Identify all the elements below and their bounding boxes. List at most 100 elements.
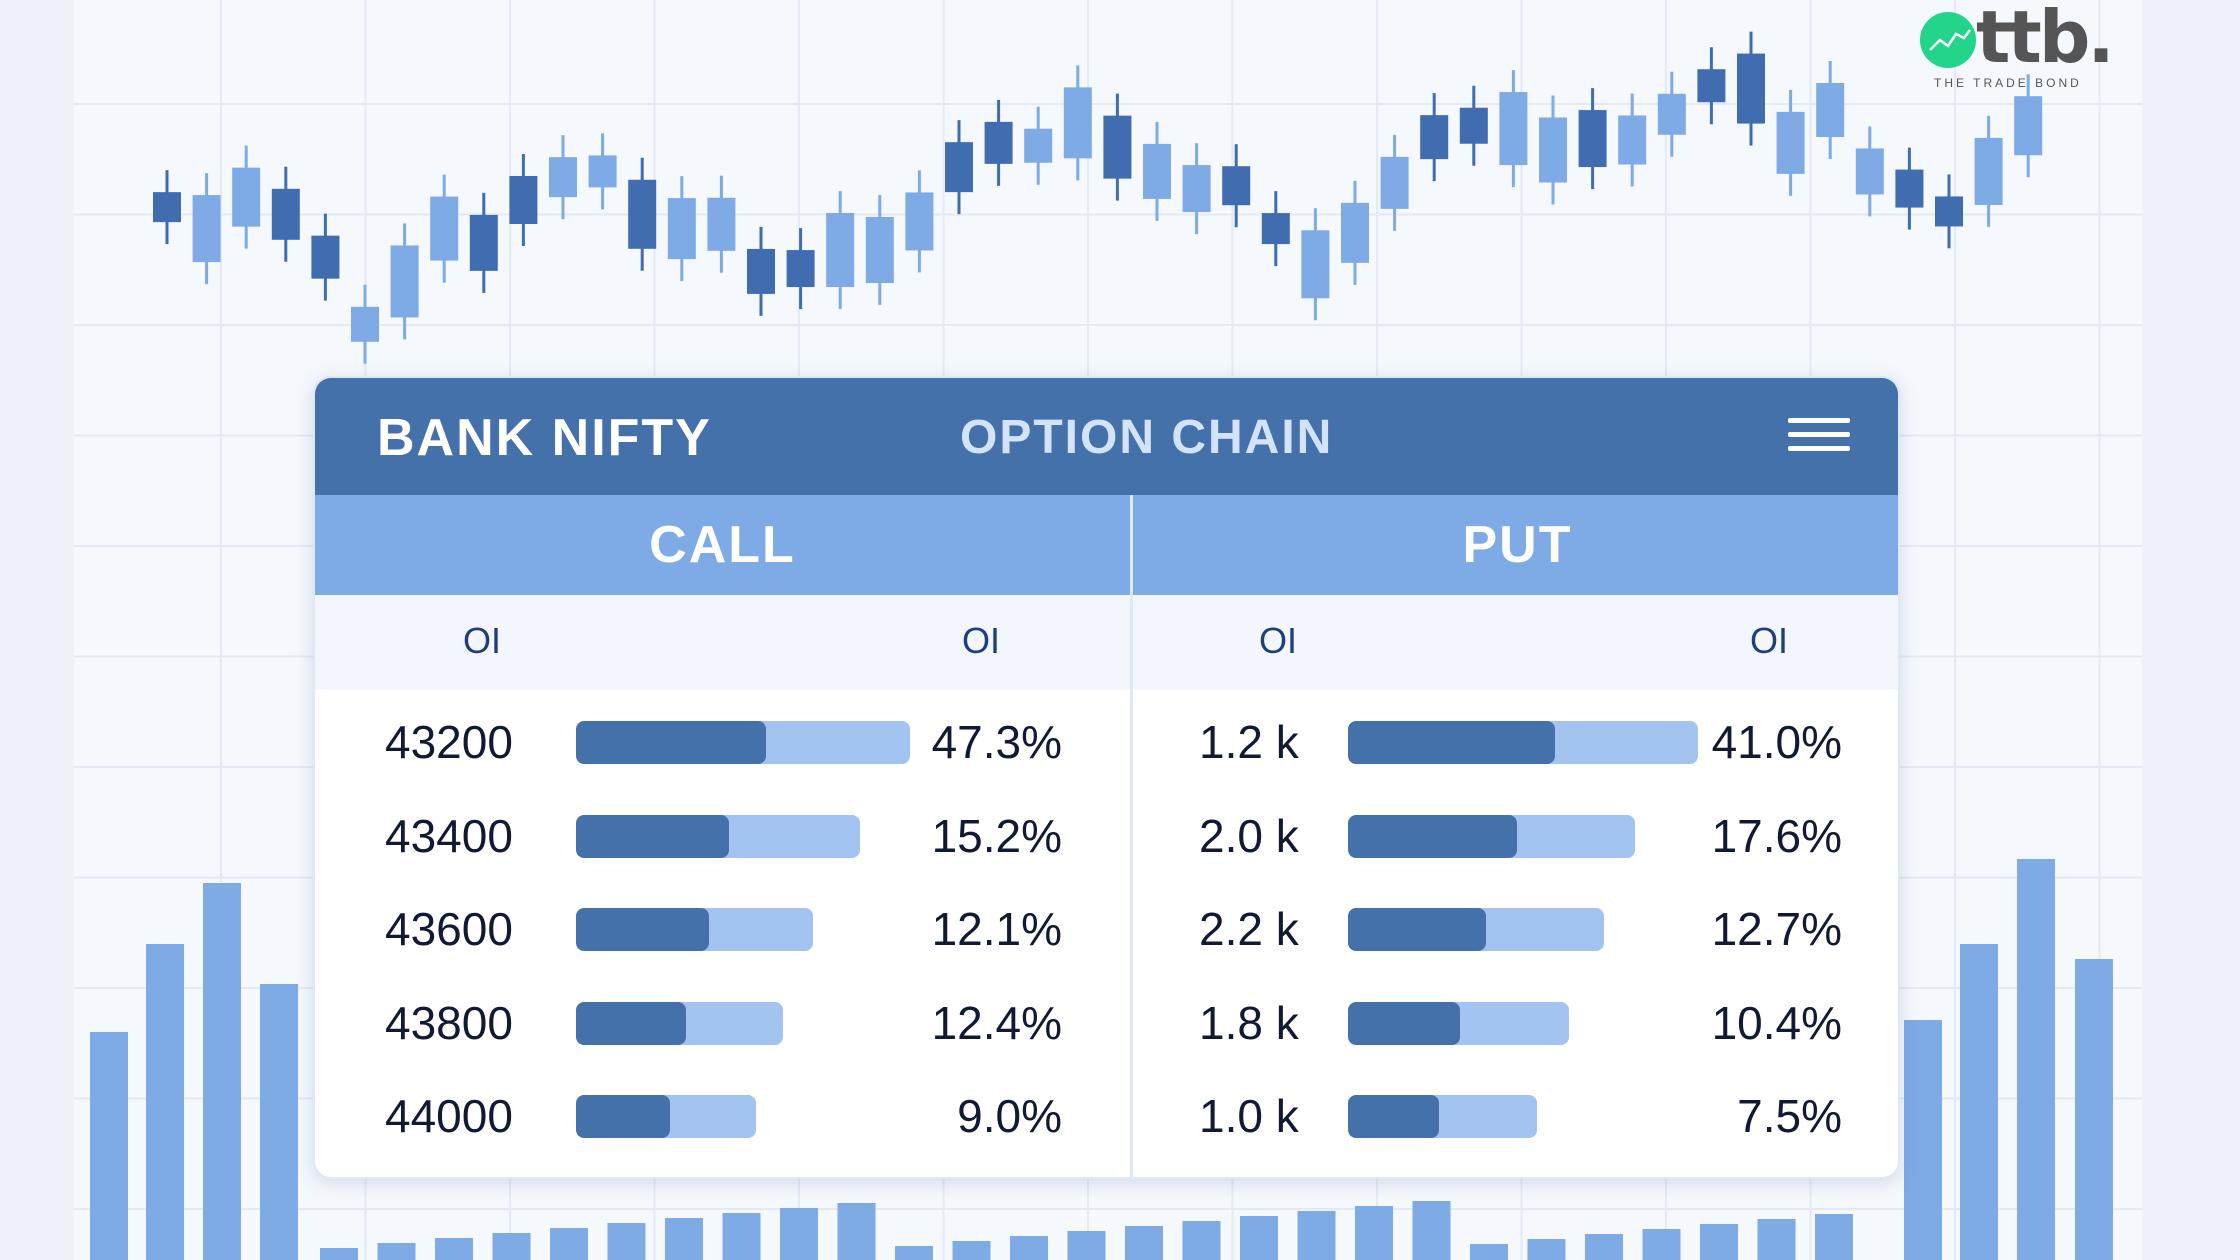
volume-bar: [1527, 1239, 1566, 1260]
put-oi-bar: [1348, 908, 1604, 951]
put-oi-percent: 7.5%: [1737, 1090, 1842, 1142]
call-oi-percent: 12.1%: [931, 903, 1062, 955]
candle-body: [469, 214, 498, 271]
call-oi-bar: [576, 1095, 757, 1138]
call-heading: CALL: [649, 516, 796, 574]
table-row[interactable]: 43600 12.1% 2.2 k 12.7%: [315, 900, 1898, 960]
candle-body: [1539, 117, 1567, 183]
strike-price: 44000: [385, 1090, 513, 1142]
call-oi-bar-fill: [576, 1001, 686, 1045]
volume-bar: [550, 1228, 588, 1260]
put-oi-percent: 10.4%: [1711, 996, 1842, 1049]
strike-price: 43400: [385, 809, 513, 862]
volume-bar: [952, 1241, 991, 1260]
volume-bar: [1412, 1201, 1451, 1260]
call-oi-bar-fill: [576, 908, 709, 951]
call-put-band: CALL PUT: [315, 495, 1898, 595]
hamburger-menu-icon[interactable]: [1788, 418, 1850, 456]
call-oi-bar-fill: [576, 814, 730, 858]
volume-bar: [2075, 959, 2113, 1260]
panel-subtitle: OPTION CHAIN: [960, 411, 1334, 464]
candle-body: [1935, 196, 1963, 227]
candle-body: [351, 306, 379, 342]
put-oi-bar: [1348, 721, 1698, 764]
put-oi-percent: 41.0%: [1711, 716, 1842, 768]
candle-body: [232, 167, 261, 227]
call-oi-percent: 9.0%: [957, 1090, 1062, 1142]
candle-body: [153, 192, 181, 223]
put-oi-bar-fill: [1348, 721, 1555, 764]
volume-bar: [1757, 1219, 1796, 1260]
candle-body: [1143, 143, 1171, 199]
put-oi-bar-fill: [1348, 1001, 1461, 1045]
candle-body: [1341, 202, 1369, 263]
call-oi-percent: 12.4%: [931, 996, 1062, 1049]
logo-text: ttb.: [1976, 0, 2115, 79]
put-oi-bar: [1348, 814, 1635, 858]
candle-body: [1380, 156, 1409, 209]
put-oi-bar-fill: [1348, 908, 1486, 951]
candle-body: [1855, 148, 1884, 195]
candle-body: [826, 213, 855, 288]
put-oi-percent: 12.7%: [1711, 903, 1842, 955]
call-oi-percent: 15.2%: [931, 809, 1062, 862]
table-row[interactable]: 43400 15.2% 2.0 k 17.6%: [315, 807, 1898, 867]
candle-body: [1301, 230, 1330, 299]
call-oi-bar: [576, 908, 814, 951]
volume-bar: [780, 1208, 818, 1260]
volume-bar: [895, 1246, 933, 1260]
table-row[interactable]: 44000 9.0% 1.0 k 7.5%: [315, 1087, 1898, 1147]
panel-title: BANK NIFTY: [377, 409, 712, 467]
volume-bar: [1960, 944, 1998, 1260]
candle-body: [1222, 166, 1251, 206]
candle-body: [2014, 96, 2043, 156]
volume-bar: [1470, 1244, 1508, 1260]
put-oi-percent: 17.6%: [1711, 809, 1842, 862]
logo-tagline: THE TRADE BOND: [1934, 76, 2082, 90]
candle-body: [1578, 110, 1607, 168]
candle-body: [1063, 87, 1092, 159]
volume-bar: [146, 944, 184, 1260]
volume-bar: [492, 1233, 531, 1260]
volume-bar: [665, 1218, 703, 1260]
candle-body: [667, 198, 696, 260]
put-oi-bar: [1348, 1095, 1537, 1138]
volume-bar: [260, 984, 298, 1260]
volume-bar: [320, 1248, 358, 1260]
candle-body: [1459, 107, 1488, 144]
volume-bar: [1010, 1236, 1048, 1260]
volume-bar: [1240, 1216, 1278, 1260]
volume-bar: [1067, 1231, 1106, 1260]
candle-body: [865, 217, 894, 284]
candle-body: [747, 248, 775, 294]
candle-body: [905, 192, 934, 251]
candle-body: [311, 235, 340, 279]
table-row[interactable]: 43200 47.3% 1.2 k 41.0%: [315, 713, 1898, 773]
candle-body: [1697, 69, 1726, 103]
candle-body: [1182, 165, 1211, 213]
column-subheader: OI OI OI OI: [315, 595, 1898, 690]
volume-bar: [203, 883, 241, 1260]
candle-body: [628, 179, 657, 249]
call-oi-right-label: OI: [961, 620, 1001, 661]
table-row[interactable]: 43800 12.4% 1.8 k 10.4%: [315, 994, 1898, 1054]
put-oi-value: 1.2 k: [1199, 716, 1299, 768]
call-oi-bar: [576, 721, 910, 764]
volume-bar: [1642, 1229, 1681, 1260]
column-divider: [1130, 495, 1133, 1177]
volume-bar: [1815, 1214, 1853, 1260]
candle-body: [1420, 115, 1449, 160]
candle-body: [1737, 53, 1765, 124]
call-oi-bar-fill: [576, 721, 767, 764]
candle-body: [1103, 115, 1132, 179]
candle-body: [430, 196, 459, 261]
option-chain-panel: BANK NIFTY OPTION CHAIN CALL PUT OI OI O…: [313, 376, 1900, 1179]
put-oi-left-label: OI: [1258, 620, 1298, 661]
volume-bar: [1700, 1224, 1738, 1260]
strike-price: 43200: [385, 716, 513, 768]
put-oi-value: 2.2 k: [1199, 903, 1299, 955]
candle-body: [588, 155, 617, 188]
candle-body: [945, 142, 973, 193]
put-oi-value: 2.0 k: [1199, 809, 1299, 862]
volume-bar: [1297, 1211, 1336, 1260]
